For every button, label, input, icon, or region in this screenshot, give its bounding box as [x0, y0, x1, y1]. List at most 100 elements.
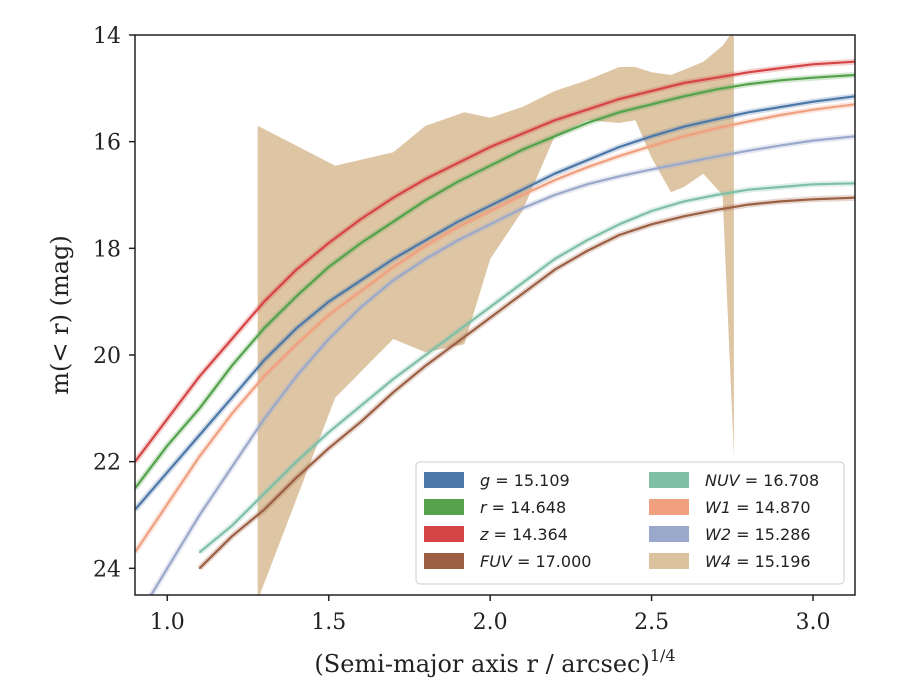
x-tick-label: 2.5 [634, 610, 669, 635]
point-nuv [521, 282, 524, 284]
legend-swatch-r [424, 499, 464, 515]
legend-label-w2: W2 = 15.286 [705, 525, 811, 544]
point-w1 [295, 343, 298, 346]
point-nuv [424, 354, 427, 356]
point-w1 [586, 166, 588, 169]
point-fuv [457, 340, 459, 343]
point-w2 [392, 279, 395, 282]
point-g [424, 239, 427, 242]
point-w1 [618, 155, 621, 157]
point-w2 [683, 162, 685, 164]
point-nuv [489, 306, 492, 308]
legend-swatch-w1 [649, 499, 689, 515]
point-z [263, 300, 265, 303]
point-w2 [295, 375, 298, 378]
point-w2 [747, 149, 750, 152]
point-r [489, 164, 492, 167]
point-w2 [198, 514, 201, 516]
tick-layer: 1.0 1.5 2.0 2.5 3.0 14 16 18 20 22 24 [93, 24, 831, 635]
y-tick-label: 18 [93, 237, 121, 262]
point-z [392, 196, 395, 199]
point-w2 [327, 338, 330, 340]
point-w1 [683, 135, 685, 138]
point-w1 [715, 127, 717, 130]
point-z [166, 418, 169, 420]
y-tick-label: 20 [93, 344, 121, 369]
point-nuv [295, 460, 298, 463]
point-g [521, 188, 524, 191]
point-nuv [457, 330, 459, 332]
point-z [198, 375, 201, 378]
point-w1 [424, 244, 427, 247]
point-r [295, 295, 298, 298]
point-g [231, 396, 233, 399]
point-fuv [618, 234, 621, 236]
point-nuv [586, 239, 588, 242]
point-r [231, 364, 233, 367]
point-g [553, 172, 556, 175]
point-nuv [779, 186, 782, 188]
point-z [618, 98, 621, 100]
point-fuv [553, 268, 556, 271]
point-w2 [263, 418, 265, 420]
point-z [747, 71, 750, 74]
point-w2 [779, 144, 782, 147]
point-g [360, 279, 362, 282]
band-w4 [257, 35, 734, 595]
legend-swatch-g [424, 472, 464, 488]
legend-label-w1: W1 = 14.870 [705, 498, 811, 517]
x-axis-title-exponent: 1/4 [650, 646, 676, 665]
point-g [683, 125, 685, 128]
point-g [295, 327, 298, 330]
point-nuv [327, 431, 330, 434]
point-r [586, 122, 588, 124]
band-layer [257, 35, 734, 595]
point-w1 [779, 114, 782, 116]
point-g [779, 106, 782, 108]
point-w1 [360, 290, 362, 292]
legend-label-fuv: FUV = 17.000 [480, 552, 591, 571]
point-r [618, 111, 621, 114]
point-w2 [457, 239, 459, 242]
legend-swatch-fuv [424, 553, 464, 569]
point-nuv [747, 188, 750, 191]
point-g [166, 471, 169, 474]
x-axis-title: (Semi-major axis r / arcsec)1/4 [314, 646, 675, 678]
point-z [489, 146, 492, 148]
legend-swatch-nuv [649, 472, 689, 488]
point-r [683, 95, 685, 98]
point-w1 [327, 314, 330, 316]
point-z [683, 82, 685, 84]
point-fuv [295, 476, 298, 479]
x-tick-label: 3.0 [796, 610, 831, 635]
point-r [166, 444, 169, 447]
legend-label-w4: W4 = 15.196 [705, 552, 811, 571]
point-fuv [586, 250, 588, 252]
point-g [392, 258, 395, 260]
point-nuv [650, 210, 653, 212]
point-g [618, 146, 621, 148]
point-z [715, 76, 717, 79]
x-axis-title-text: (Semi-major axis r / arcsec) [314, 650, 649, 678]
y-tick-label: 16 [93, 131, 121, 156]
point-z [553, 119, 556, 122]
point-nuv [618, 223, 621, 226]
point-w2 [715, 155, 717, 158]
point-g [489, 204, 492, 207]
point-w2 [424, 258, 427, 260]
point-g [198, 434, 201, 436]
point-w2 [553, 194, 556, 196]
point-r [650, 103, 653, 106]
point-w2 [489, 223, 492, 226]
point-g [263, 359, 265, 362]
point-r [553, 135, 556, 138]
point-g [650, 135, 653, 138]
point-fuv [392, 391, 395, 394]
point-w2 [812, 139, 814, 142]
point-fuv [747, 203, 750, 206]
point-z [327, 242, 330, 244]
point-z [586, 108, 588, 111]
legend-swatch-w4 [649, 553, 689, 569]
point-r [747, 83, 750, 85]
point-w2 [618, 175, 621, 178]
